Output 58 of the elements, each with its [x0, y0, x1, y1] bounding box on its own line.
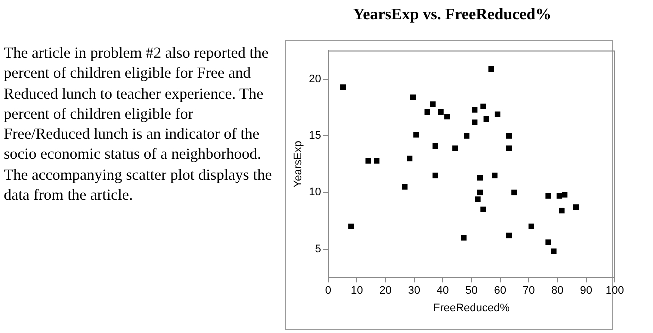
x-tick-label: 20	[380, 285, 392, 298]
point	[374, 158, 380, 164]
point	[475, 196, 481, 202]
point	[546, 240, 552, 246]
point	[472, 120, 478, 126]
point	[546, 193, 552, 199]
point	[430, 102, 436, 108]
point	[477, 190, 484, 196]
x-tick-label: 70	[522, 285, 536, 298]
point	[461, 235, 467, 241]
x-tick-label: 40	[436, 285, 450, 298]
point	[340, 84, 346, 90]
point	[366, 158, 372, 164]
text: The article in problem #2 also reported the percent of children eligible for Free and Reduced lunch to teacher experience. The percent of children eligible for Free/Reduced lunch is an indicator of the socio economic status of a neighborhood. The accompanying scatter plot displays the data from the article.	[4, 44, 274, 206]
point	[506, 146, 512, 152]
y-tick-label: 15	[309, 130, 322, 142]
x-tick-label: 90	[580, 285, 592, 298]
x-axis-title: FreeReduced%	[434, 302, 510, 314]
point	[432, 143, 438, 150]
point	[488, 66, 494, 72]
x-tick-label: 80	[552, 285, 564, 298]
point	[528, 224, 534, 230]
point	[438, 110, 444, 116]
y-tick-label: 10	[309, 186, 322, 199]
point	[472, 107, 478, 113]
point	[562, 192, 568, 198]
point	[444, 114, 450, 120]
point	[551, 248, 557, 254]
x-tick-label: 10	[350, 285, 364, 298]
point	[402, 184, 408, 190]
x-tick-label: 50	[466, 285, 478, 298]
point	[414, 132, 420, 138]
x-tick-label: 30	[408, 285, 421, 298]
point	[573, 204, 580, 210]
point	[424, 110, 430, 116]
point	[406, 156, 413, 162]
y-tick-label: 5	[315, 243, 322, 256]
point	[484, 116, 490, 122]
point	[512, 190, 518, 196]
point	[348, 224, 354, 230]
point	[432, 172, 438, 179]
point	[410, 94, 416, 100]
x-tick-label: 0	[325, 285, 332, 298]
point	[492, 172, 498, 179]
point	[559, 208, 565, 214]
point	[494, 112, 501, 118]
point	[480, 206, 486, 213]
point	[452, 146, 458, 152]
x-tick-label: 100	[606, 285, 624, 298]
point	[480, 104, 486, 110]
point	[506, 232, 512, 239]
point	[464, 133, 470, 139]
point	[506, 133, 512, 139]
y-tick-label: 20	[309, 74, 322, 86]
chart-title: YearsExp vs. FreeReduced%	[353, 6, 552, 24]
point	[477, 175, 484, 181]
x-tick-label: 60	[494, 285, 506, 298]
y-axis-title: YearsExp	[292, 141, 305, 188]
